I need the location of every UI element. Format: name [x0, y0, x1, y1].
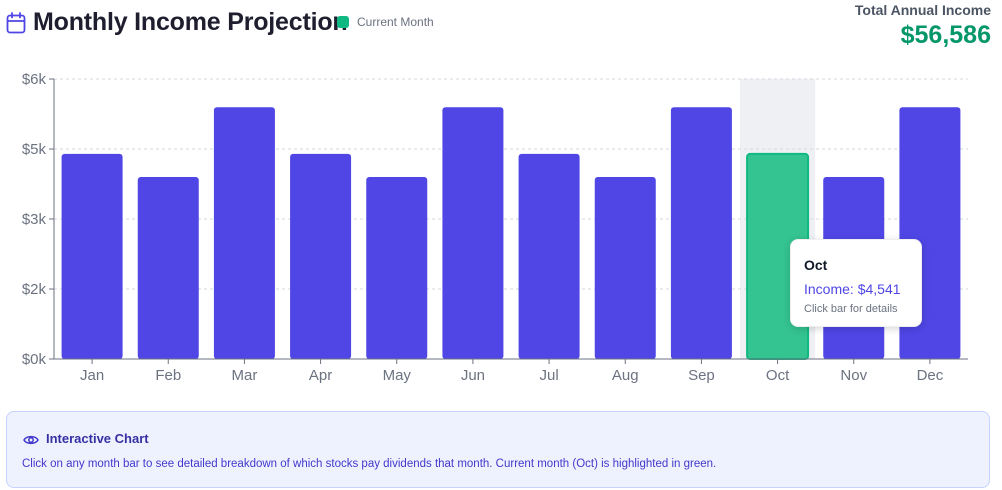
- chart-tooltip: Oct Income: $4,541 Click bar for details: [790, 239, 922, 327]
- chart-legend: Current Month: [337, 15, 434, 29]
- x-tick-label: May: [383, 367, 412, 384]
- x-tick-label: Jun: [461, 367, 485, 384]
- x-tick-label: Feb: [155, 367, 181, 384]
- y-tick-label: $0k: [22, 351, 47, 368]
- bar[interactable]: [137, 177, 199, 359]
- bar[interactable]: [366, 177, 428, 359]
- y-tick-label: $5k: [22, 141, 47, 158]
- x-tick-label: Oct: [766, 367, 790, 384]
- tooltip-hint: Click bar for details: [804, 303, 898, 315]
- x-tick-label: Aug: [612, 367, 639, 384]
- eye-icon: [23, 435, 39, 445]
- info-panel: Interactive Chart Click on any month bar…: [6, 411, 990, 488]
- legend-label-current: Current Month: [357, 15, 434, 29]
- bar[interactable]: [213, 107, 275, 360]
- x-tick-label: Apr: [309, 367, 332, 384]
- y-tick-label: $3k: [22, 211, 47, 228]
- total-annual-income-value: $56,586: [900, 21, 991, 49]
- bar[interactable]: [290, 153, 352, 359]
- bar[interactable]: [442, 107, 504, 360]
- chart-header: Monthly Income Projection Current Month …: [0, 0, 1002, 70]
- x-tick-label: Jul: [539, 367, 558, 384]
- bar[interactable]: [61, 153, 123, 359]
- y-tick-label: $2k: [22, 281, 47, 298]
- tooltip-title: Oct: [804, 257, 828, 273]
- total-annual-income-label: Total Annual Income: [854, 2, 991, 18]
- info-text: Click on any month bar to see detailed b…: [22, 458, 717, 470]
- x-tick-label: Jan: [80, 367, 104, 384]
- x-tick-label: Sep: [688, 367, 715, 384]
- calendar-icon: [6, 12, 26, 34]
- legend-swatch-current: [337, 16, 349, 28]
- tooltip-income: Income: $4,541: [804, 281, 901, 297]
- page-title: Monthly Income Projection: [33, 8, 348, 36]
- bar[interactable]: [670, 107, 732, 360]
- info-title: Interactive Chart: [46, 431, 149, 446]
- bar[interactable]: [518, 153, 580, 359]
- income-bar-chart: $0k $2k $3k $5k $6k Jan Feb Mar Apr May Jun Jul Aug S…: [22, 72, 968, 384]
- x-tick-label: Nov: [840, 367, 867, 384]
- x-tick-label: Mar: [231, 367, 257, 384]
- y-tick-label: $6k: [22, 72, 47, 88]
- bar[interactable]: [594, 177, 656, 359]
- x-tick-label: Dec: [917, 367, 944, 384]
